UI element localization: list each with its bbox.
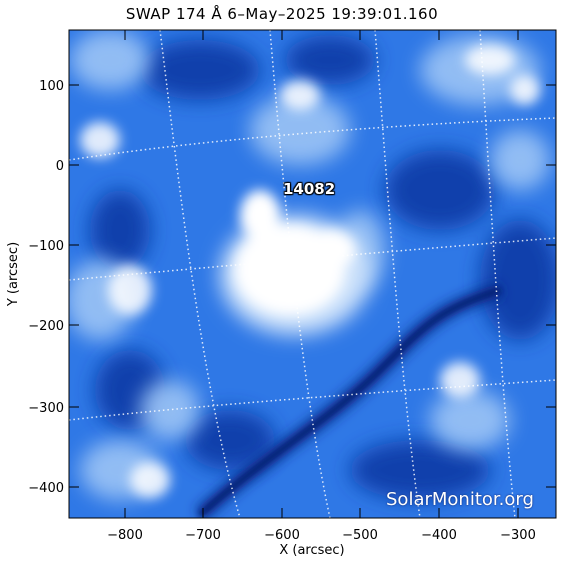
x-tick-label: −300 <box>500 528 536 543</box>
y-tick-label: 0 <box>56 159 64 174</box>
y-tick-label: 100 <box>39 79 64 94</box>
x-tick-label: −600 <box>264 528 300 543</box>
x-tick-label: −400 <box>421 528 457 543</box>
x-tick-label: −500 <box>342 528 378 543</box>
watermark-text: SolarMonitor.org <box>386 489 534 510</box>
y-tick-label: −300 <box>28 401 64 416</box>
y-axis-title: Y (arcsec) <box>6 242 21 307</box>
active-region-label: 14082 <box>283 180 336 198</box>
x-axis-title: X (arcsec) <box>279 543 344 558</box>
y-tick-label: −200 <box>28 319 64 334</box>
image-title: SWAP 174 Å 6–May–2025 19:39:01.160 <box>125 5 439 23</box>
x-tick-label: −800 <box>107 528 143 543</box>
x-axis-ticks <box>124 30 519 518</box>
euv-image <box>69 30 556 518</box>
y-tick-label: −400 <box>28 481 64 496</box>
x-tick-label: −700 <box>185 528 221 543</box>
y-axis-ticks <box>69 84 556 488</box>
plot-frame <box>68 29 557 519</box>
heliographic-grid <box>69 30 556 518</box>
y-tick-label: −100 <box>28 239 64 254</box>
